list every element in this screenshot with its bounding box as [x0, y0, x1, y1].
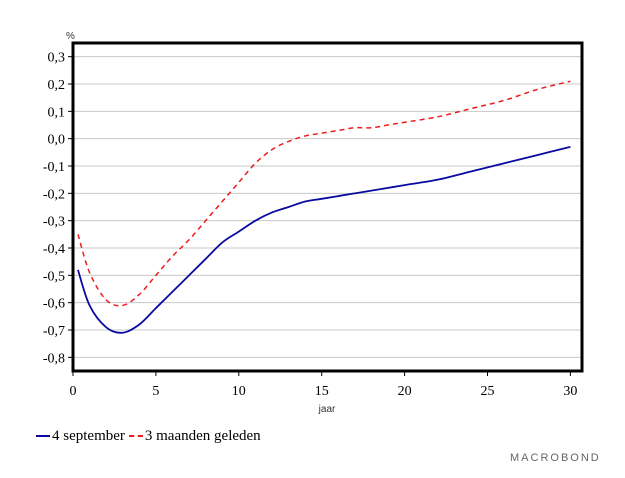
x-axis-label: jaar: [318, 404, 336, 415]
y-tick-label: -0,5: [43, 269, 65, 284]
macrobond-logo: MACROBOND: [510, 452, 601, 464]
plot-frame: [71, 41, 584, 373]
legend-swatch-dashed: [128, 435, 143, 437]
legend-item-3-maanden-geleden: 3 maanden geleden: [125, 428, 261, 445]
legend-label-3-maanden-geleden: 3 maanden geleden: [144, 427, 261, 444]
y-tick-label: 0,3: [48, 51, 66, 66]
y-axis-ticks: 0,3 0,2 0,1 0,0 -0,1 -0,2 -0,3 -0,4 -0,5 -0,6 -0,7…: [43, 51, 73, 366]
x-tick-label: 25: [480, 384, 494, 399]
y-tick-label: 0,2: [48, 78, 66, 93]
y-tick-label: -0,2: [43, 187, 65, 202]
y-tick-label: -0,3: [43, 215, 65, 230]
y-tick-label: -0,1: [43, 160, 65, 175]
x-tick-label: 5: [152, 384, 159, 399]
legend-item-4-september: 4 september: [36, 428, 125, 445]
gridlines: [73, 56, 582, 358]
y-tick-label: -0,4: [43, 242, 65, 257]
y-tick-label: -0,7: [43, 324, 65, 339]
x-tick-label: 0: [70, 384, 77, 399]
legend: 4 september 3 maanden geleden: [36, 426, 261, 446]
x-tick-label: 20: [398, 384, 412, 399]
series-line-3-maanden-geleden: [77, 80, 571, 307]
y-tick-label: 0,1: [48, 105, 66, 120]
x-axis-ticks: 0 5 10 15 20 25 30: [70, 371, 577, 399]
x-tick-label: 10: [232, 384, 246, 399]
legend-swatch-solid: [36, 435, 50, 437]
legend-label-4-september: 4 september: [52, 427, 125, 444]
y-tick-label: -0,8: [43, 351, 65, 366]
x-tick-label: 15: [315, 384, 329, 399]
series-layer: [77, 80, 571, 334]
series-line-4-september: [77, 145, 571, 334]
y-tick-label: 0,0: [48, 133, 66, 148]
y-axis-label: %: [66, 31, 75, 42]
x-tick-label: 30: [563, 384, 577, 399]
y-tick-label: -0,6: [43, 297, 65, 312]
